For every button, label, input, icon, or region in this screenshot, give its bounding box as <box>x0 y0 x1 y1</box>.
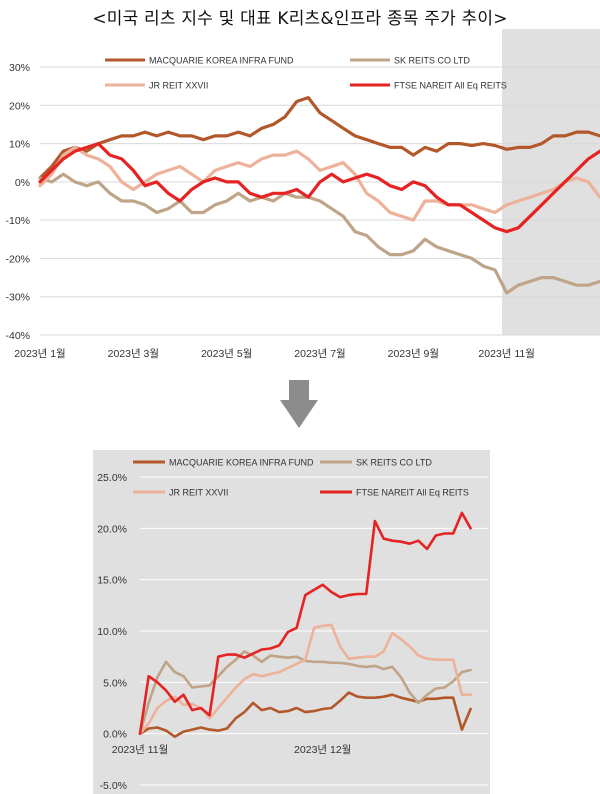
y-tick-label: 0.0% <box>103 729 127 741</box>
y-tick-label: 30% <box>9 62 30 74</box>
chart-panel-background <box>93 450 490 794</box>
legend-label-sk: SK REITS CO LTD <box>356 458 432 468</box>
x-tick-label: 2023년 1월 <box>14 348 65 360</box>
x-tick-label: 2023년 7월 <box>294 348 345 360</box>
y-tick-label: -20% <box>5 253 30 265</box>
x-tick-label: 2023년 3월 <box>108 348 159 360</box>
legend-label-sk: SK REITS CO LTD <box>394 56 470 66</box>
x-tick-label: 2023년 11월 <box>478 348 535 360</box>
y-tick-label: 20% <box>9 100 30 112</box>
y-tick-label: 15.0% <box>97 575 127 587</box>
y-tick-label: -40% <box>5 330 30 342</box>
page-title: <미국 리츠 지수 및 대표 K리츠&인프라 종목 주가 추이> <box>92 9 508 29</box>
legend-label-macquarie: MACQUARIE KOREA INFRA FUND <box>149 56 294 66</box>
y-tick-label: -30% <box>5 292 30 304</box>
legend-label-macquarie: MACQUARIE KOREA INFRA FUND <box>169 458 314 468</box>
series-line-jr <box>38 145 600 222</box>
legend-label-jr: JR REIT XXVII <box>169 488 228 498</box>
series-line-ftse <box>38 142 600 234</box>
legend-label-ftse: FTSE NAREIT All Eq REITS <box>356 488 469 498</box>
x-tick-label: 2023년 12월 <box>294 744 351 756</box>
y-tick-label: 10% <box>9 139 30 151</box>
y-tick-label: -5.0% <box>100 780 127 792</box>
legend-label-ftse: FTSE NAREIT All Eq REITS <box>394 81 507 91</box>
y-tick-label: 25.0% <box>97 472 127 484</box>
y-tick-label: 20.0% <box>97 523 127 535</box>
x-tick-label: 2023년 11월 <box>112 744 169 756</box>
y-tick-label: 5.0% <box>103 677 127 689</box>
series-line-sk <box>38 172 600 295</box>
legend-label-jr: JR REIT XXVII <box>149 81 208 91</box>
series-line-ftse <box>138 511 472 736</box>
down-arrow-shape <box>280 380 318 428</box>
x-tick-label: 2023년 9월 <box>388 348 439 360</box>
y-tick-label: 0% <box>15 177 30 189</box>
series-line-macquarie <box>38 95 600 180</box>
y-tick-label: -10% <box>5 215 30 227</box>
y-tick-label: 10.0% <box>97 626 127 638</box>
series-line-jr <box>138 623 472 736</box>
x-tick-label: 2023년 5월 <box>201 348 252 360</box>
